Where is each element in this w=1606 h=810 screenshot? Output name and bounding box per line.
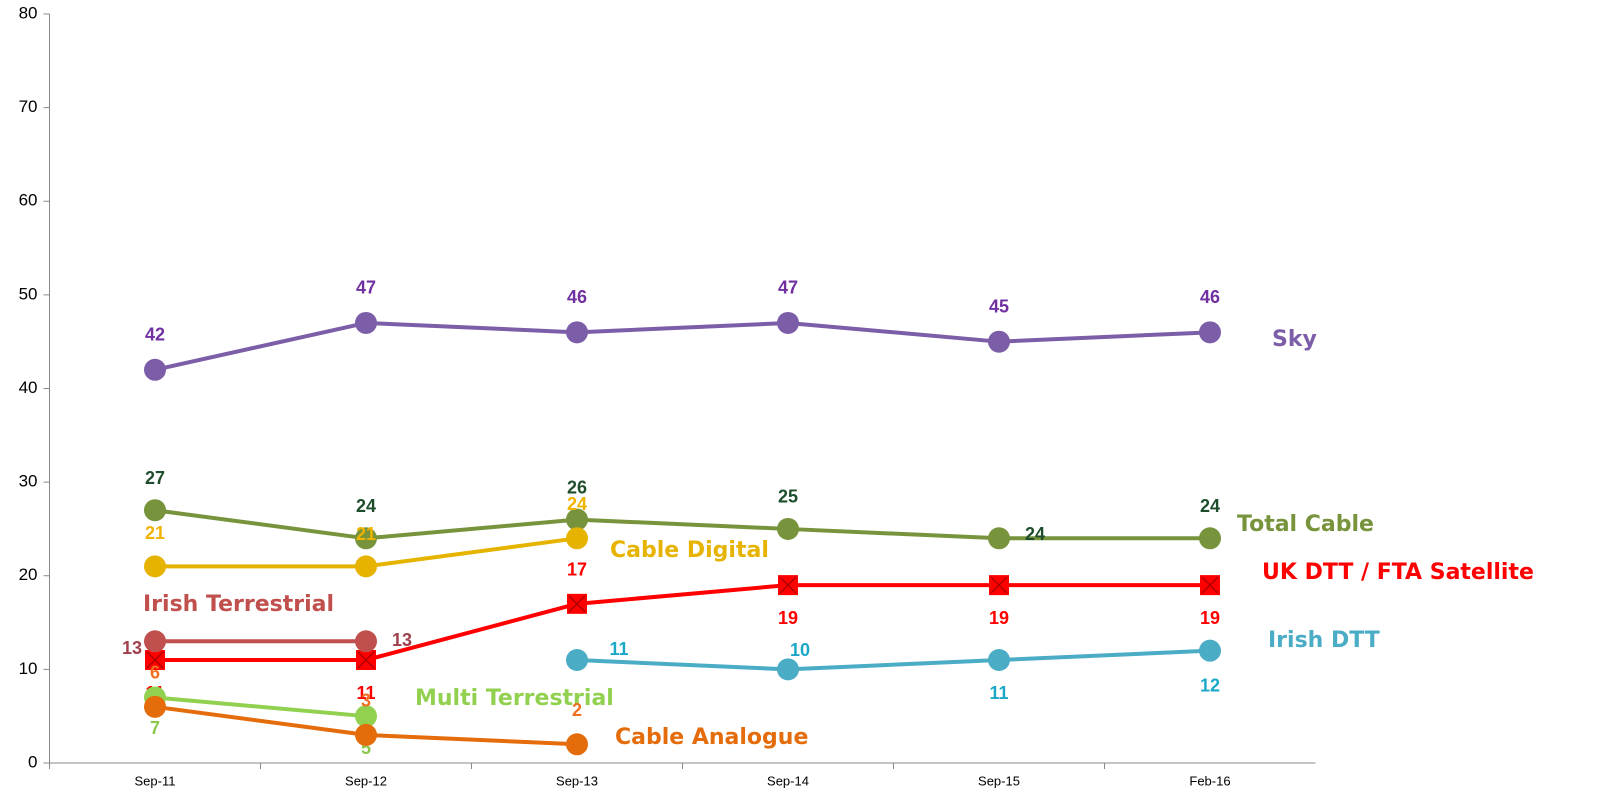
x-tick-label: Sep-15 <box>978 773 1020 788</box>
data-label: 42 <box>145 325 165 345</box>
marker <box>777 658 799 681</box>
data-label: 7 <box>150 718 160 738</box>
x-tick-label: Sep-14 <box>767 773 809 788</box>
data-label: 24 <box>1200 496 1220 516</box>
data-label: 6 <box>150 663 160 683</box>
data-label: 19 <box>778 608 798 628</box>
marker-cross <box>146 651 164 669</box>
x-tick-label: Sep-11 <box>135 773 176 788</box>
marker <box>355 723 377 746</box>
series-line <box>155 583 1210 663</box>
marker <box>144 630 166 653</box>
marker <box>566 527 588 550</box>
marker <box>988 330 1010 353</box>
data-label: 5 <box>361 738 371 758</box>
data-label: 10 <box>790 640 810 660</box>
marker-cross <box>568 595 586 613</box>
data-label: 11 <box>609 639 628 659</box>
marker-cross <box>1201 576 1219 594</box>
data-label: 19 <box>989 608 1009 628</box>
marker <box>777 517 799 540</box>
data-label: 19 <box>1200 608 1220 628</box>
data-label: 24 <box>1025 524 1045 544</box>
y-tick-label: 60 <box>19 191 38 210</box>
data-label: 46 <box>1200 287 1220 307</box>
marker <box>144 695 166 718</box>
data-label: 45 <box>989 296 1009 316</box>
series-line <box>576 648 1211 672</box>
marker <box>355 555 377 578</box>
y-tick-label: 30 <box>19 472 38 491</box>
data-label: 24 <box>567 494 587 514</box>
marker-cross <box>779 576 797 594</box>
data-label: 2 <box>572 700 582 720</box>
marker <box>355 705 377 728</box>
series-name: Cable Analogue <box>615 725 808 750</box>
marker-cross <box>357 651 375 669</box>
series-line <box>154 695 367 719</box>
data-label: 12 <box>1200 675 1220 695</box>
y-tick-label: 70 <box>19 97 38 116</box>
series-name: Total Cable <box>1237 512 1374 537</box>
data-label: 24 <box>356 496 376 516</box>
series-line <box>154 508 1210 541</box>
series-name: UK DTT / FTA Satellite <box>1262 560 1534 585</box>
series-name: Irish Terrestrial <box>143 592 334 617</box>
data-label: 47 <box>778 278 798 298</box>
marker <box>144 555 166 578</box>
y-tick-label: 10 <box>19 659 38 678</box>
y-tick-label: 50 <box>19 284 38 303</box>
x-tick-label: Sep-12 <box>345 773 387 788</box>
x-tick-label: Sep-13 <box>556 773 598 788</box>
data-label: 46 <box>567 287 587 307</box>
data-label: 3 <box>361 691 371 711</box>
y-tick-label: 20 <box>19 565 38 584</box>
y-tick-label: 0 <box>28 752 37 771</box>
marker <box>1199 639 1221 662</box>
series-name: Sky <box>1272 327 1317 352</box>
marker <box>566 321 588 344</box>
marker <box>144 358 166 381</box>
marker <box>566 649 588 672</box>
marker-cross <box>990 576 1008 594</box>
marker <box>1199 321 1221 344</box>
marker <box>988 527 1010 550</box>
data-label: 25 <box>778 487 798 507</box>
data-label: 26 <box>567 477 587 497</box>
series-name: Multi Terrestrial <box>415 686 614 711</box>
data-label: 17 <box>567 560 587 580</box>
data-label: 13 <box>122 638 142 658</box>
x-tick-label: Feb-16 <box>1189 773 1230 788</box>
series-line <box>154 320 1211 372</box>
marker <box>355 311 377 334</box>
marker <box>988 649 1010 672</box>
data-label: 11 <box>989 683 1008 703</box>
marker <box>144 499 166 522</box>
marker <box>566 733 588 756</box>
marker <box>566 508 588 531</box>
data-label: 13 <box>392 630 412 650</box>
data-label: 27 <box>145 468 165 488</box>
y-tick-label: 40 <box>19 378 38 397</box>
series-name: Irish DTT <box>1268 628 1380 653</box>
marker <box>355 527 377 550</box>
series-name: Cable Digital <box>610 538 769 563</box>
data-label: 21 <box>145 523 165 543</box>
data-label: 11 <box>356 683 375 703</box>
data-label: 21 <box>356 524 376 544</box>
marker <box>777 311 799 334</box>
marker <box>355 630 377 653</box>
y-tick-label: 80 <box>19 3 38 22</box>
marker <box>1199 527 1221 550</box>
data-label: 47 <box>356 278 376 298</box>
